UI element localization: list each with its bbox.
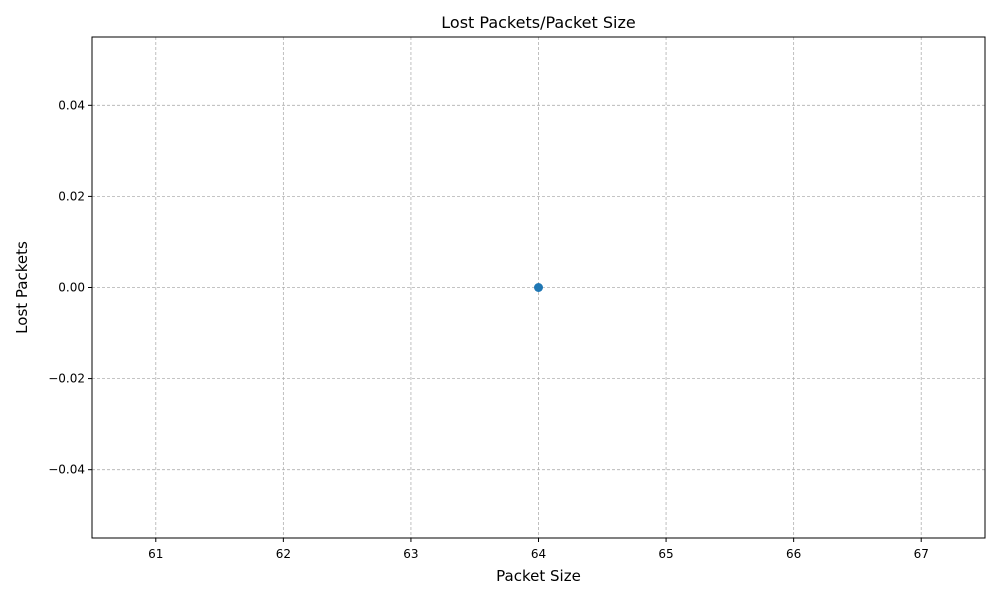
- y-tick-label: 0.02: [58, 189, 85, 203]
- y-tick-label: 0.00: [58, 281, 85, 295]
- x-tick-label: 63: [403, 547, 418, 561]
- y-axis-title: Lost Packets: [13, 241, 31, 334]
- chart-title: Lost Packets/Packet Size: [441, 13, 635, 32]
- x-tick-label: 64: [531, 547, 546, 561]
- x-tick-label: 67: [914, 547, 929, 561]
- data-point: [534, 283, 543, 292]
- x-tick-label: 62: [276, 547, 291, 561]
- x-tick-label: 61: [148, 547, 163, 561]
- y-tick-label: −0.04: [48, 463, 85, 477]
- axis-ticks: 61 62 63 64 65 66 67 −0.04 −0.02 0.00 0.02 0.04: [48, 98, 929, 561]
- data-points: [534, 283, 543, 292]
- x-tick-label: 66: [786, 547, 801, 561]
- y-tick-label: 0.04: [58, 98, 85, 112]
- x-axis-title: Packet Size: [496, 567, 581, 585]
- y-tick-label: −0.02: [48, 372, 85, 386]
- x-tick-label: 65: [658, 547, 673, 561]
